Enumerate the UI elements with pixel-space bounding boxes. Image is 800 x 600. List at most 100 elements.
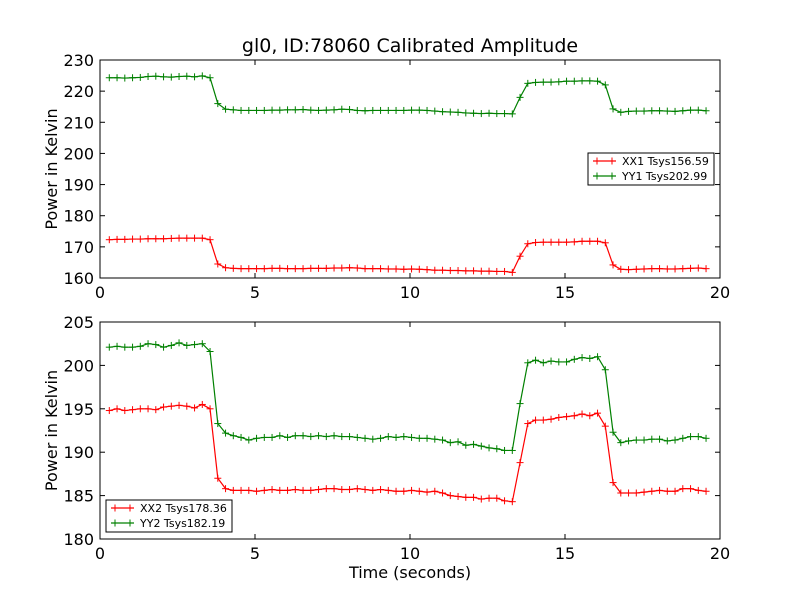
y-tick-label: 180: [63, 530, 94, 549]
data-point: [129, 235, 137, 243]
data-point: [167, 402, 175, 410]
data-point: [656, 486, 664, 494]
data-point: [307, 486, 315, 494]
data-point: [524, 240, 532, 248]
data-point: [679, 485, 687, 493]
data-point: [291, 432, 299, 440]
y-tick-label: 200: [63, 356, 94, 375]
data-point: [431, 487, 439, 495]
data-point: [408, 433, 416, 441]
data-point: [663, 265, 671, 273]
data-point: [276, 106, 284, 114]
data-point: [144, 235, 152, 243]
data-point: [322, 264, 330, 272]
data-point: [687, 485, 695, 493]
data-point: [214, 474, 222, 482]
data-point: [322, 106, 330, 114]
data-point: [392, 265, 400, 273]
data-point: [315, 486, 323, 494]
data-point: [284, 265, 292, 273]
data-point: [454, 438, 462, 446]
data-point: [198, 400, 206, 408]
data-point: [702, 434, 710, 442]
data-point: [330, 264, 338, 272]
data-point: [454, 492, 462, 500]
data-point: [245, 436, 253, 444]
legend: XX2 Tsys178.36 YY2 Tsys182.19: [105, 499, 233, 533]
data-point: [206, 348, 214, 356]
data-point: [330, 432, 338, 440]
data-point: [694, 264, 702, 272]
data-point: [423, 266, 431, 274]
data-point: [632, 489, 640, 497]
data-point: [524, 359, 532, 367]
data-point: [446, 439, 454, 447]
data-point: [377, 265, 385, 273]
data-point: [338, 486, 346, 494]
data-point: [702, 107, 710, 115]
data-point: [493, 494, 501, 502]
data-point: [632, 436, 640, 444]
data-point: [307, 106, 315, 114]
data-point: [276, 486, 284, 494]
data-point: [694, 433, 702, 441]
data-point: [648, 265, 656, 273]
data-point: [353, 106, 361, 114]
data-point: [400, 487, 408, 495]
data-point: [384, 265, 392, 273]
data-point: [547, 415, 555, 423]
data-point: [694, 106, 702, 114]
data-point: [423, 434, 431, 442]
data-point: [299, 486, 307, 494]
data-point: [415, 106, 423, 114]
data-point: [338, 264, 346, 272]
y-tick-label: 190: [63, 443, 94, 462]
data-point: [570, 412, 578, 420]
y-tick-label: 180: [63, 207, 94, 226]
data-point: [586, 77, 594, 85]
data-point: [431, 435, 439, 443]
data-point: [508, 110, 516, 118]
data-point: [632, 265, 640, 273]
data-point: [291, 106, 299, 114]
data-point: [183, 72, 191, 80]
data-point: [260, 433, 268, 441]
data-point: [384, 433, 392, 441]
y-tick-label: 220: [63, 82, 94, 101]
data-point: [206, 74, 214, 82]
data-point: [237, 265, 245, 273]
data-point: [121, 343, 129, 351]
data-point: [663, 437, 671, 445]
data-point: [609, 428, 617, 436]
data-point: [175, 234, 183, 242]
data-point: [284, 486, 292, 494]
data-point: [183, 402, 191, 410]
data-point: [454, 267, 462, 275]
data-point: [679, 265, 687, 273]
y-tick-label: 195: [63, 400, 94, 419]
data-point: [462, 267, 470, 275]
data-point: [462, 441, 470, 449]
data-point: [462, 109, 470, 117]
data-point: [687, 264, 695, 272]
data-point: [477, 110, 485, 118]
data-point: [586, 354, 594, 362]
data-point: [377, 486, 385, 494]
data-point: [439, 436, 447, 444]
data-point: [555, 78, 563, 86]
data-point: [508, 498, 516, 506]
legend-label: XX1 Tsys156.59: [622, 155, 709, 168]
y-tick-label: 160: [63, 269, 94, 288]
data-point: [625, 437, 633, 445]
data-point: [532, 416, 540, 424]
data-point: [423, 106, 431, 114]
data-point: [191, 234, 199, 242]
data-point: [136, 73, 144, 81]
data-point: [105, 236, 113, 244]
data-point: [167, 234, 175, 242]
data-point: [369, 265, 377, 273]
bottom-chart-panel: 0 5 10 15 20 180 185 190 195 200 205 Power in Kelvi…: [42, 313, 730, 582]
data-point: [656, 435, 664, 443]
data-point: [594, 353, 602, 361]
legend-label: YY2 Tsys182.19: [139, 517, 225, 530]
